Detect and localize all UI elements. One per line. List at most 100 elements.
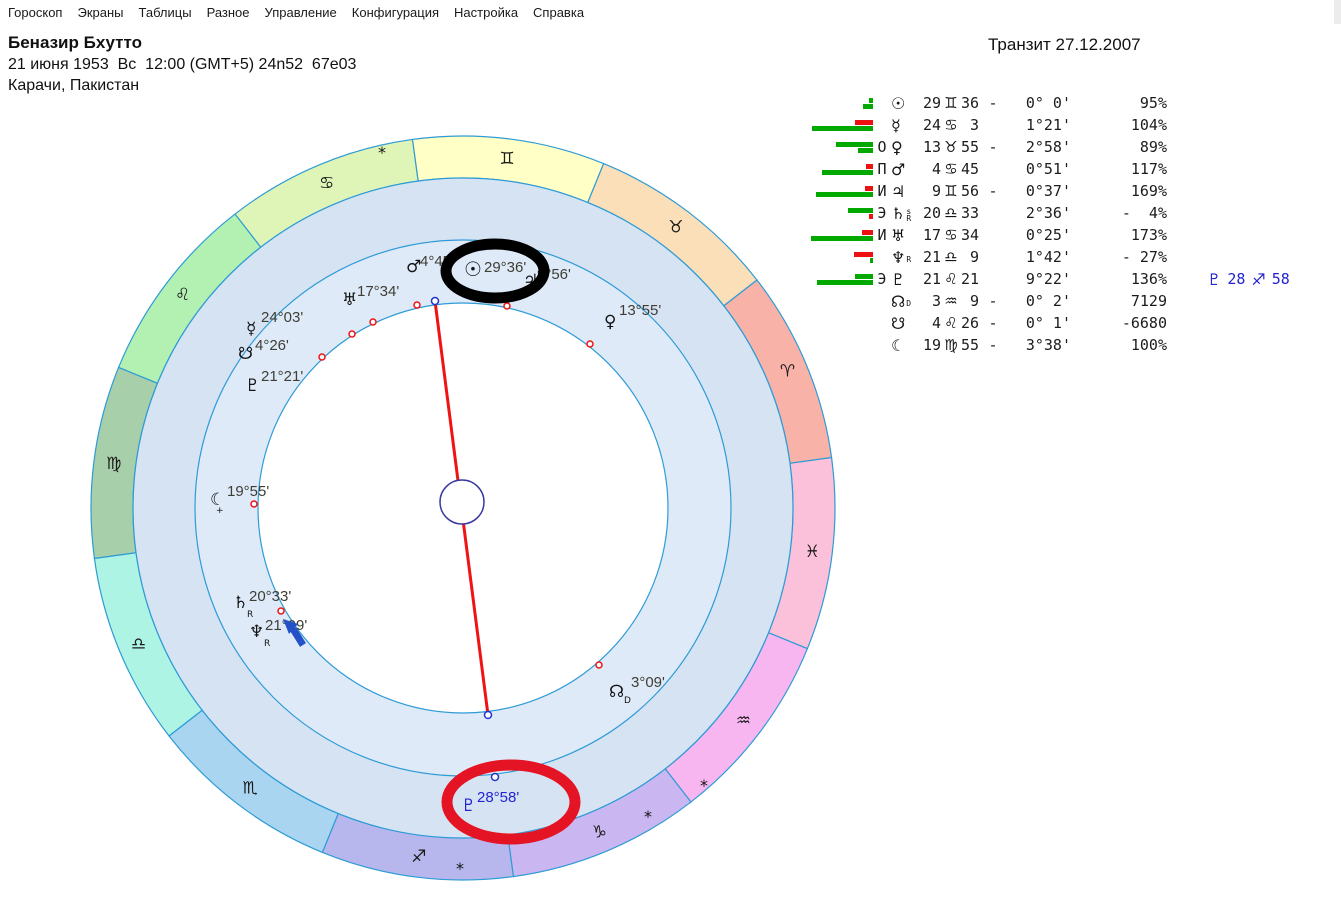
aspect-strength-bars [793, 273, 873, 285]
south-node-glyph[interactable]: ☋ [238, 344, 253, 364]
aspect-strength-bars [793, 119, 873, 131]
pluto-icon: ♇ [891, 269, 906, 289]
strength-bar [816, 191, 873, 197]
aspect-strength-bars [793, 141, 873, 153]
mercury-degree-label[interactable]: 24°03' [261, 309, 303, 326]
orb-sign: - [988, 292, 998, 310]
motion-flag: D [906, 298, 912, 308]
degree-marker-red [250, 500, 258, 508]
strength-bar [870, 257, 873, 263]
aspect-strength-bars [793, 163, 873, 175]
mars-glyph[interactable]: ♂ [406, 257, 421, 277]
menu-item-4[interactable]: Управление [264, 4, 337, 20]
lilith-degree-label[interactable]: 19°55' [227, 483, 269, 500]
strength-bar [817, 279, 873, 285]
menu-item-1[interactable]: Экраны [77, 4, 124, 20]
saturn-degree-label[interactable]: 20°33' [249, 588, 291, 605]
sun-glyph[interactable]: ☉ [464, 257, 482, 281]
highlight-ellipse-transit-pluto [441, 759, 581, 845]
aspect-orb: 0°25' [1025, 226, 1071, 244]
transit-pluto-glyph[interactable]: ♇ [461, 796, 476, 816]
zodiac-glyph-leo: ♌ [175, 285, 190, 305]
menu-item-5[interactable]: Конфигурация [351, 4, 440, 20]
venus-glyph[interactable]: ♀ [604, 312, 616, 332]
menu-item-0[interactable]: Гороскоп [8, 4, 63, 20]
north-node-motion-flag: D [624, 696, 631, 706]
aspect-orb: 0°51' [1025, 160, 1071, 178]
zodiac-sign-icon: ♎ [944, 204, 958, 222]
menu-item-7[interactable]: Справка [533, 4, 585, 20]
menu-item-6[interactable]: Настройка [454, 4, 519, 20]
position-degrees: 17 [922, 226, 941, 244]
aspect-row-mars: П ♂ 4 ♋ 45 0°51' 117% [793, 158, 1167, 180]
saturn-glyph[interactable]: ♄ [233, 593, 248, 613]
aspect-type-letter: И [877, 226, 887, 244]
zodiac-sign-icon: ♊ [944, 94, 958, 112]
zodiac-sign-icon: ♋ [944, 116, 958, 134]
zodiac-glyph-aries: ♈ [780, 362, 795, 382]
aspect-strength-bars [793, 185, 873, 197]
strength-bar [865, 185, 873, 191]
strength-bar [858, 147, 873, 153]
strength-bar [836, 141, 873, 147]
chart-birth-location: Карачи, Пакистан [8, 77, 140, 94]
position-minutes: 26 [961, 314, 980, 332]
saturn-motion-flag: R [247, 610, 253, 620]
venus-degree-label[interactable]: 13°55' [619, 302, 661, 319]
position-degrees: 21 [922, 270, 941, 288]
zodiac-glyph-capricorn: ♑ [592, 822, 607, 842]
pluto-degree-label[interactable]: 21°21' [261, 368, 303, 385]
position-degrees: 19 [922, 336, 941, 354]
position-degrees: 9 [922, 182, 941, 200]
degree-marker-red [318, 353, 326, 361]
aspect-row-mercury: ☿ 24 ♋ 3 1°21' 104% [793, 114, 1167, 136]
aspect-strength-percent: 89% [1139, 138, 1167, 156]
aspect-strength-percent: 104% [1130, 116, 1167, 134]
strength-bar [855, 119, 873, 125]
south-node-degree-label[interactable]: 4°26' [255, 337, 289, 354]
aspect-strength-bars [793, 97, 873, 109]
orb-sign: - [988, 138, 998, 156]
north-node-glyph[interactable]: ☊ [609, 682, 624, 702]
aspect-orb: 1°42' [1025, 248, 1071, 266]
uranus-degree-label[interactable]: 17°34' [357, 283, 399, 300]
zodiac-glyph-sagittarius: ♐ [411, 847, 426, 867]
menu-item-3[interactable]: Разное [206, 4, 250, 20]
pluto-icon: ♇ [1207, 269, 1222, 289]
pluto-glyph[interactable]: ♇ [245, 376, 260, 396]
transit-pluto-degree-label[interactable]: 28°58' [477, 789, 519, 806]
aspect-table: ☉ 29 ♊ 36-0° 0' 95% ☿ 24 ♋ 3 1°21' 104% О ♀ 13 ♉ 55-2°… [793, 92, 1167, 356]
degree-marker-red [595, 661, 603, 669]
aspect-strength-bars [793, 207, 873, 219]
strength-bar [811, 235, 873, 241]
strength-bar [822, 169, 873, 175]
zodiac-glyph-aquarius: ♒ [736, 711, 751, 731]
position-minutes: 45 [961, 160, 980, 178]
neptune-icon: ♆ R [891, 247, 912, 267]
north-node-degree-label[interactable]: 3°09' [631, 674, 665, 691]
menu-item-2[interactable]: Таблицы [138, 4, 192, 20]
uranus-glyph[interactable]: ♅ [342, 290, 357, 310]
chart-birth-datetime: 21 июня 1953 Вс 12:00 (GMT+5) 24n52 67e0… [8, 56, 357, 73]
position-degrees: 13 [922, 138, 941, 156]
position-degrees: 4 [922, 160, 941, 178]
orb-sign: - [988, 314, 998, 332]
strength-bar [848, 207, 873, 213]
degree-marker-red [277, 607, 285, 615]
zodiac-sign-icon: ♍ [944, 336, 958, 354]
transit-pluto-position: ♇ 28 ♐ 58 [1207, 268, 1290, 290]
aspect-strength-percent: 95% [1139, 94, 1167, 112]
mercury-glyph[interactable]: ☿ [246, 319, 256, 339]
sun-degree-label[interactable]: 29°36' [484, 259, 526, 276]
lilith-glyph[interactable]: ☾ [210, 490, 225, 510]
neptune-glyph[interactable]: ♆ [249, 622, 264, 642]
aspect-row-venus: О ♀ 13 ♉ 55- 2°58' 89% [793, 136, 1167, 158]
zodiac-sign-icon: ♊ [944, 182, 958, 200]
aspect-strength-percent: 173% [1130, 226, 1167, 244]
zodiac-glyph-gemini: ♊ [499, 149, 514, 169]
menubar: Гороскоп Экраны Таблицы Разное Управление Кон… [0, 0, 1341, 24]
transit-pluto-deg: 28 [1227, 270, 1246, 288]
